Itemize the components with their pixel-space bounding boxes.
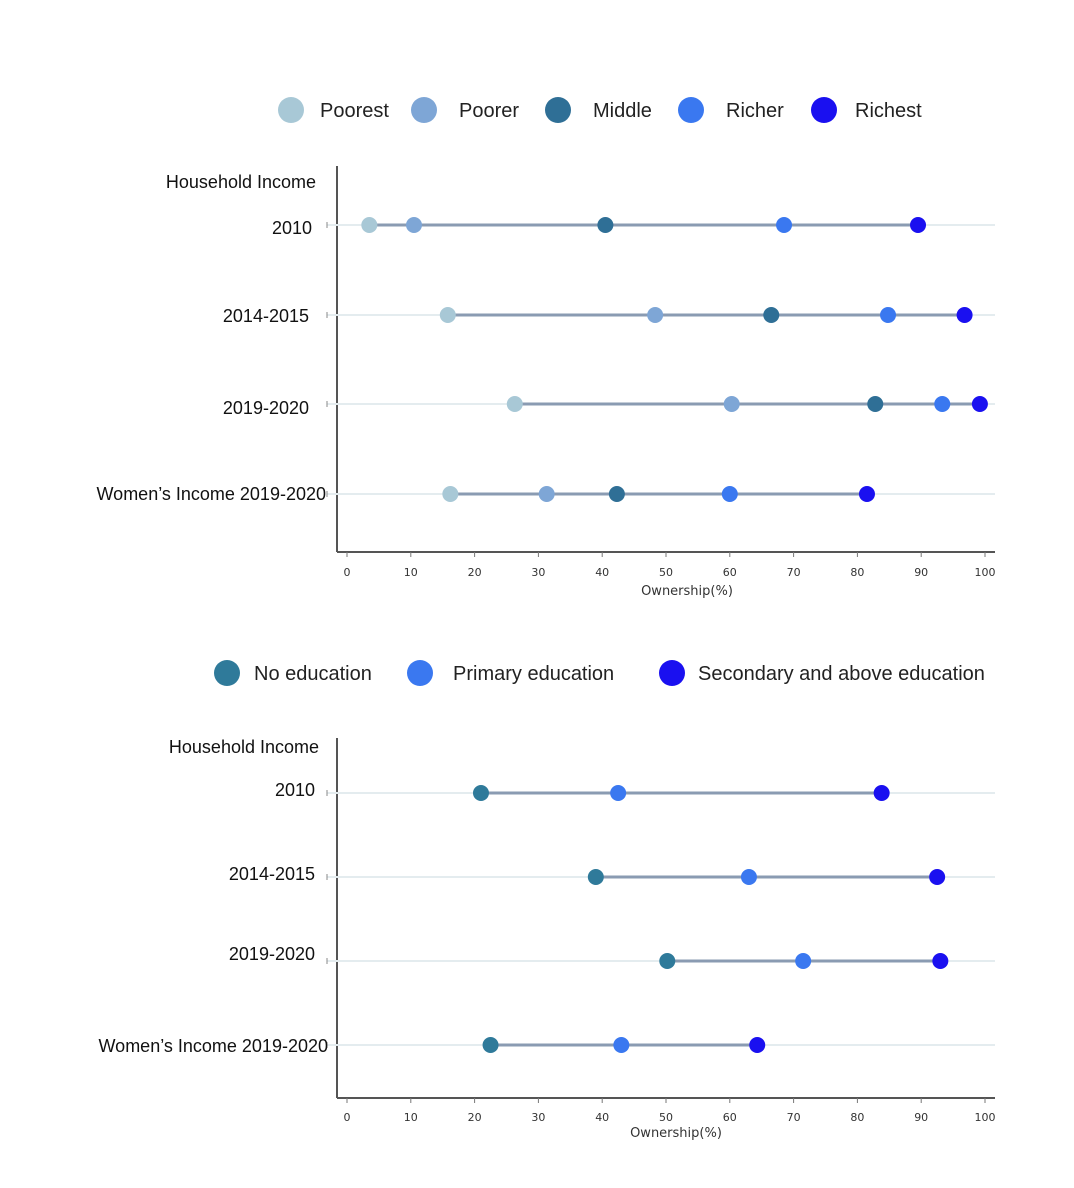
x-tick-label: 70 [787, 566, 801, 579]
data-point [795, 953, 812, 969]
legend-label: No education [254, 663, 372, 685]
legend-label: Middle [593, 100, 652, 122]
row-label: 2010 [275, 780, 315, 800]
row-label: 2019-2020 [223, 398, 309, 418]
data-point [361, 217, 378, 233]
data-point [749, 1037, 766, 1053]
legend-marker [278, 97, 304, 123]
data-point [405, 217, 422, 233]
chart-1: Poorest Poorer Middle Richer Richest Househol… [97, 97, 996, 599]
x-axis-title: Ownership(%) [641, 584, 733, 599]
legend-label: Richer [726, 100, 784, 122]
x-tick-label: 20 [468, 566, 482, 579]
data-point [956, 307, 973, 323]
data-point [763, 307, 780, 323]
x-tick-label: 90 [914, 566, 928, 579]
row-label: 2014-2015 [229, 864, 315, 884]
legend-marker [545, 97, 571, 123]
x-tick-label: 30 [531, 566, 545, 579]
data-point [597, 217, 614, 233]
data-point [932, 953, 949, 969]
data-point [858, 486, 875, 502]
data-point [929, 869, 946, 885]
legend-marker [214, 660, 240, 686]
data-point [472, 785, 489, 801]
legend-marker [678, 97, 704, 123]
legend-label: Richest [855, 100, 922, 122]
dumbbell-row: 2014-2015 [223, 306, 995, 326]
dumbbell-row: 2010 [272, 217, 995, 238]
x-tick-label: 60 [723, 1111, 737, 1124]
x-tick-label: 50 [659, 1111, 673, 1124]
data-point [506, 396, 523, 412]
row-label: Women’s Income 2019-2020 [99, 1036, 328, 1056]
x-tick-label: 100 [975, 566, 996, 579]
chart-2: No education Primary education Secondary a… [99, 660, 996, 1141]
legend-label: Secondary and above education [698, 663, 985, 685]
data-point [873, 785, 890, 801]
data-point [723, 396, 740, 412]
data-point [971, 396, 988, 412]
data-point [880, 307, 897, 323]
data-point [910, 217, 927, 233]
dumbbell-row: Women’s Income 2019-2020 [99, 1036, 995, 1056]
x-axis-title: Ownership(%) [630, 1126, 722, 1141]
x-tick-label: 10 [404, 1111, 418, 1124]
row-label: Women’s Income 2019-2020 [97, 484, 326, 504]
legend-marker [659, 660, 685, 686]
axis-header-label: Household Income [166, 172, 316, 192]
dumbbell-row: 2014-2015 [229, 864, 995, 885]
legend-marker [411, 97, 437, 123]
legend: Poorest Poorer Middle Richer Richest [278, 97, 922, 123]
data-point [740, 869, 757, 885]
x-tick-label: 30 [531, 1111, 545, 1124]
x-tick-label: 0 [344, 1111, 351, 1124]
x-tick-label: 40 [595, 566, 609, 579]
legend-label: Primary education [453, 663, 614, 685]
data-point [608, 486, 625, 502]
data-point [659, 953, 676, 969]
row-label: 2010 [272, 218, 312, 238]
dumbbell-row: 2019-2020 [229, 944, 995, 969]
data-point [613, 1037, 630, 1053]
data-point [587, 869, 604, 885]
dumbbell-row: 2010 [275, 780, 995, 801]
data-point [721, 486, 738, 502]
data-point [776, 217, 793, 233]
data-point [647, 307, 664, 323]
row-label: 2014-2015 [223, 306, 309, 326]
x-tick-label: 100 [975, 1111, 996, 1124]
x-tick-label: 80 [850, 1111, 864, 1124]
x-tick-label: 10 [404, 566, 418, 579]
data-point [482, 1037, 499, 1053]
x-tick-label: 0 [344, 566, 351, 579]
row-label: 2019-2020 [229, 944, 315, 964]
x-tick-label: 50 [659, 566, 673, 579]
data-point [439, 307, 456, 323]
legend: No education Primary education Secondary a… [214, 660, 985, 686]
x-tick-label: 60 [723, 566, 737, 579]
legend-marker [811, 97, 837, 123]
data-point [610, 785, 627, 801]
data-point [538, 486, 555, 502]
legend-label: Poorest [320, 100, 389, 122]
x-tick-label: 80 [850, 566, 864, 579]
dumbbell-row: 2019-2020 [223, 396, 995, 418]
x-tick-label: 40 [595, 1111, 609, 1124]
x-tick-label: 70 [787, 1111, 801, 1124]
data-point [934, 396, 951, 412]
legend-label: Poorer [459, 100, 519, 122]
legend-marker [407, 660, 433, 686]
data-point [867, 396, 884, 412]
x-tick-label: 20 [468, 1111, 482, 1124]
x-tick-label: 90 [914, 1111, 928, 1124]
axis-header-label: Household Income [169, 737, 319, 757]
data-point [442, 486, 459, 502]
dumbbell-row: Women’s Income 2019-2020 [97, 484, 995, 504]
